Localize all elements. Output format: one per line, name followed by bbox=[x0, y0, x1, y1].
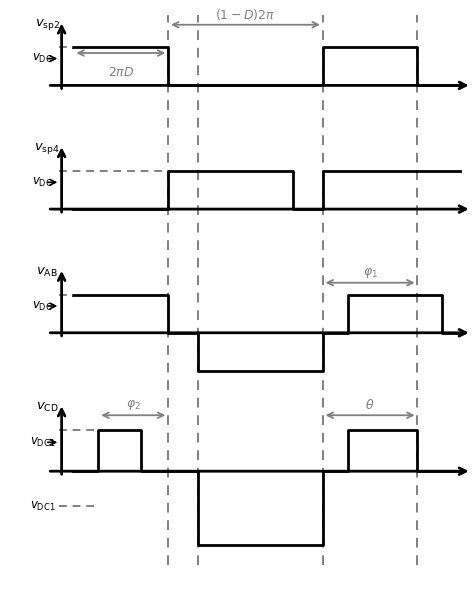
Text: $\theta$: $\theta$ bbox=[365, 398, 375, 412]
Text: $v_{\rm AB}$: $v_{\rm AB}$ bbox=[36, 266, 58, 279]
Text: $2\pi D$: $2\pi D$ bbox=[108, 66, 134, 79]
Text: $v_{\rm DC}$: $v_{\rm DC}$ bbox=[32, 176, 53, 189]
Text: $v_{\rm DC}$: $v_{\rm DC}$ bbox=[32, 299, 53, 313]
Text: $v_{\rm sp2}$: $v_{\rm sp2}$ bbox=[35, 17, 60, 32]
Text: $\varphi_1$: $\varphi_1$ bbox=[363, 266, 378, 280]
Text: $\varphi_2$: $\varphi_2$ bbox=[126, 398, 141, 412]
Text: $v_{\rm DC1}$: $v_{\rm DC1}$ bbox=[30, 436, 55, 449]
Text: $v_{\rm DC1}$: $v_{\rm DC1}$ bbox=[30, 499, 55, 513]
Text: $v_{\rm sp4}$: $v_{\rm sp4}$ bbox=[35, 141, 60, 156]
Text: $v_{\rm DC}$: $v_{\rm DC}$ bbox=[32, 52, 53, 65]
Text: $v_{\rm CD}$: $v_{\rm CD}$ bbox=[36, 401, 59, 414]
Text: $(1-D)2\pi$: $(1-D)2\pi$ bbox=[215, 7, 275, 22]
